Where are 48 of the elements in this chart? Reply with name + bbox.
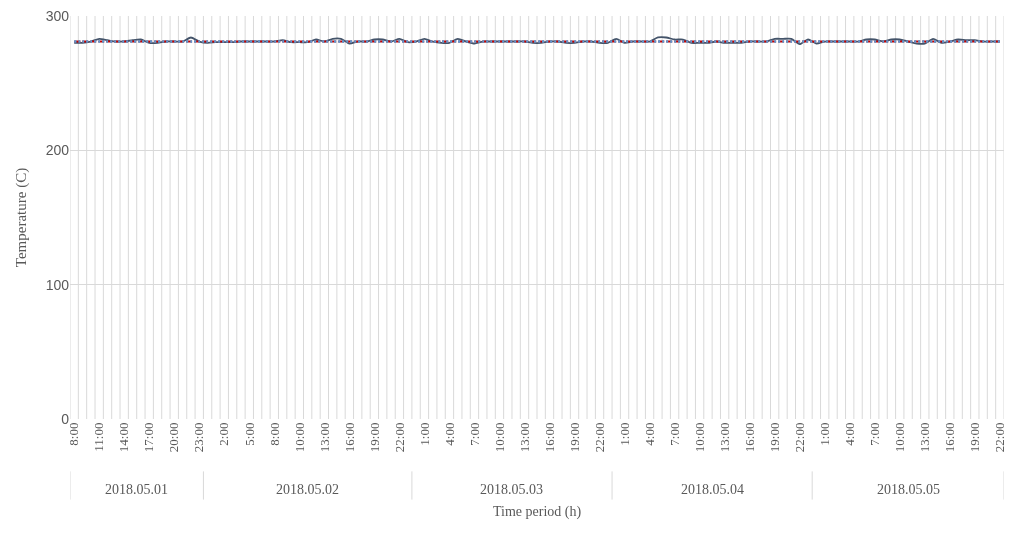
- x-tick-label: 1:00: [416, 422, 432, 446]
- x-tick-label: 22:00: [391, 422, 407, 453]
- x-tick-label: 1:00: [616, 422, 632, 446]
- x-tick-label: 19:00: [366, 422, 382, 453]
- x-tick-label: 10:00: [691, 422, 707, 453]
- x-tick-label: 22:00: [791, 422, 807, 453]
- x-tick-label: 13:00: [917, 422, 933, 453]
- x-tick-label: 16:00: [341, 422, 357, 453]
- text: 2018.05.02: [276, 482, 339, 497]
- text: 2018.05.03: [480, 482, 543, 497]
- x-tick-label: 1:00: [816, 422, 832, 446]
- x-tick-label: 4:00: [841, 422, 857, 446]
- x-tick-label: 22:00: [591, 422, 607, 453]
- text: 2018.05.04: [681, 482, 744, 497]
- x-tick-label: 23:00: [191, 422, 207, 453]
- x-tick-label: 13:00: [716, 422, 732, 453]
- x-tick-label: 19:00: [766, 422, 782, 453]
- y-tick-label: 300: [45, 7, 70, 24]
- x-tick-label: 4:00: [441, 422, 457, 446]
- x-tick-label: 10:00: [491, 422, 507, 453]
- x-tick-label: 11:00: [91, 422, 107, 452]
- x-tick-label: 13:00: [516, 422, 532, 453]
- x-tick-label: 16:00: [541, 422, 557, 453]
- x-tick-label: 19:00: [967, 422, 983, 453]
- x-tick-label: 19:00: [566, 422, 582, 453]
- x-tick-label: 2:00: [216, 422, 232, 446]
- y-tick-label: 0: [61, 410, 70, 427]
- x-tick-label: 5:00: [241, 422, 257, 446]
- x-tick-label: 16:00: [741, 422, 757, 453]
- x-tick-label: 16:00: [942, 422, 958, 453]
- x-tick-label: 17:00: [141, 422, 157, 453]
- x-tick-label: 4:00: [641, 422, 657, 446]
- x-tick-label: 7:00: [666, 422, 682, 446]
- x-tick-label: 10:00: [291, 422, 307, 453]
- x-tick-label: 20:00: [166, 422, 182, 453]
- y-axis-title: Temperature (C): [12, 167, 30, 268]
- text: 2018.05.01: [105, 482, 168, 497]
- x-tick-label: 8:00: [266, 422, 282, 446]
- x-tick-label: 7:00: [866, 422, 882, 446]
- y-tick-label: 200: [45, 142, 70, 159]
- x-tick-label: 7:00: [466, 422, 482, 446]
- x-tick-label: 22:00: [992, 422, 1008, 453]
- y-tick-label: 100: [45, 276, 70, 293]
- x-axis-title: Time period (h): [493, 504, 582, 520]
- x-tick-label: 10:00: [891, 422, 907, 453]
- x-tick-label: 13:00: [316, 422, 332, 453]
- text: 2018.05.05: [877, 482, 940, 497]
- x-tick-label: 14:00: [116, 422, 132, 453]
